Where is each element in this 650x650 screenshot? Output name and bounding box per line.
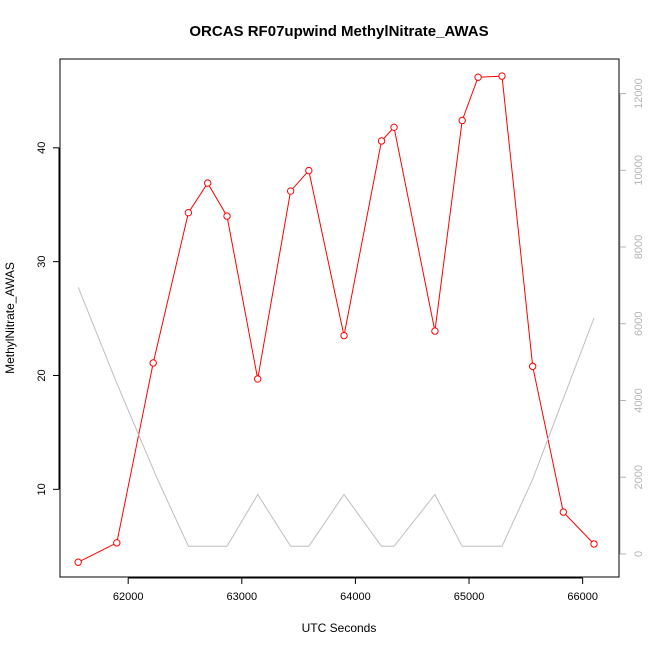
x-tick-label: 66000 [567, 591, 598, 603]
data-point [253, 375, 262, 383]
series-layer [74, 72, 598, 566]
x-tick-label: 62000 [113, 591, 144, 603]
chart-title: ORCAS RF07upwind MethylNitrate_AWAS [189, 23, 488, 40]
series-left-line [77, 75, 595, 563]
y-axis-label: MethylNitrate_AWAS [3, 262, 17, 374]
x-axis-label: UTC Seconds [302, 621, 377, 635]
data-point [113, 539, 121, 547]
data-point [474, 73, 482, 81]
y-tick-label: 10 [36, 483, 48, 495]
data-point [74, 558, 82, 566]
data-point [149, 359, 157, 367]
y-tick-label: 40 [36, 142, 48, 154]
data-point [340, 331, 348, 340]
x-tick-label: 64000 [340, 591, 371, 603]
data-point [184, 208, 193, 217]
y-tick-label: 30 [36, 256, 48, 268]
x-tick-label: 65000 [454, 591, 485, 603]
y-tick-label: 20 [36, 369, 48, 381]
y2-tick-label: 10000 [633, 155, 645, 186]
data-point [431, 327, 439, 335]
data-point [528, 362, 537, 371]
data-point [305, 166, 313, 175]
x-axis: 62000 63000 64000 65000 66000 [113, 577, 598, 603]
x-tick-label: 63000 [226, 591, 257, 603]
data-point [590, 540, 598, 548]
y-axis-left: 10 20 30 40 [36, 142, 60, 495]
series-right-line [77, 287, 595, 547]
y2-tick-label: 8000 [633, 235, 645, 259]
plot-frame [59, 58, 620, 578]
data-point [286, 187, 295, 195]
y2-tick-label: 12000 [633, 78, 645, 109]
data-point [377, 137, 386, 145]
data-point [223, 212, 231, 220]
data-point [204, 179, 212, 187]
data-point [559, 508, 568, 516]
data-point [458, 116, 466, 125]
y2-tick-label: 4000 [633, 388, 645, 412]
y2-tick-label: 6000 [633, 312, 645, 336]
y2-tick-label: 2000 [633, 465, 645, 489]
y2-tick-label: 0 [633, 551, 645, 557]
data-point [390, 123, 398, 132]
y-axis-right: 0 2000 4000 6000 8000 10000 12000 [619, 78, 645, 557]
data-point [498, 72, 506, 80]
